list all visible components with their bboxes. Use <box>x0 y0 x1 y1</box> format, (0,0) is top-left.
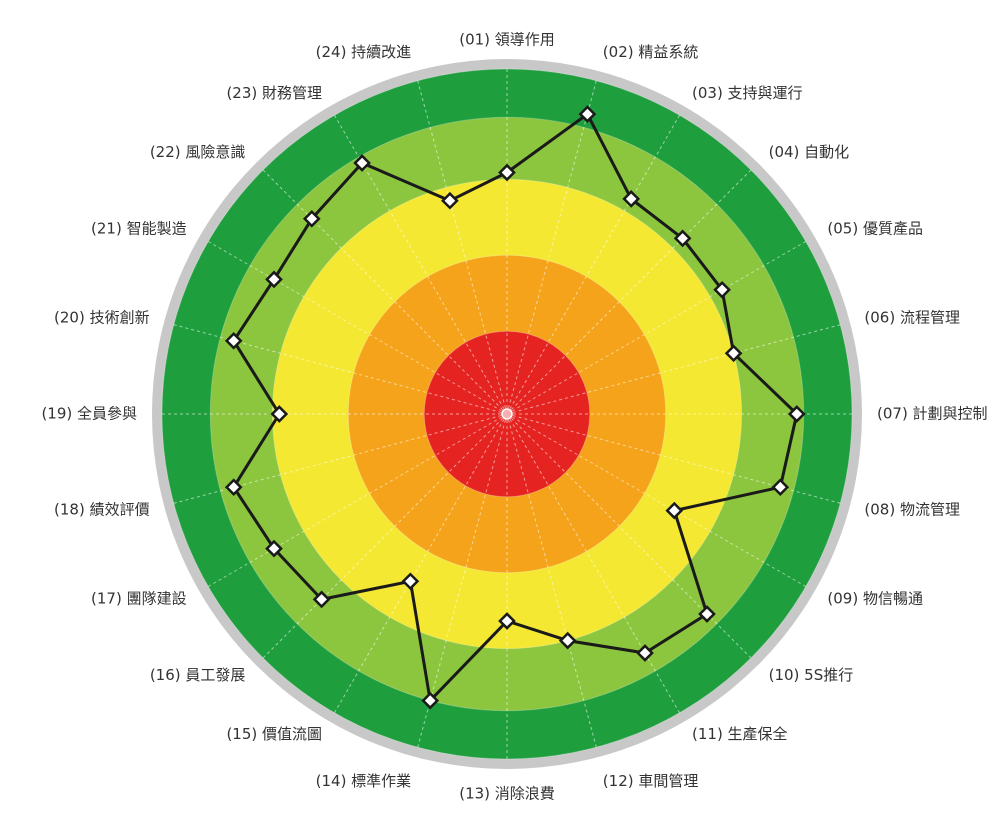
category-label: (03) 支持與運行 <box>692 84 803 102</box>
band-outline <box>423 330 591 498</box>
category-label: (07) 計劃與控制 <box>877 405 988 423</box>
data-point <box>302 209 321 228</box>
data-point <box>578 105 597 123</box>
data-point <box>224 478 243 497</box>
category-label: (23) 財務管理 <box>226 84 322 102</box>
category-label: (09) 物信暢通 <box>827 590 923 608</box>
category-label: (02) 精益系統 <box>603 43 699 61</box>
data-point <box>312 590 331 609</box>
category-label: (16) 員工發展 <box>150 666 246 684</box>
data-point <box>724 344 743 363</box>
data-point <box>441 191 459 210</box>
data-point <box>224 331 243 350</box>
category-label: (14) 標準作業 <box>316 772 412 790</box>
category-label: (12) 車間管理 <box>603 772 699 790</box>
category-label: (19) 全員參與 <box>41 405 137 423</box>
data-point <box>673 229 692 248</box>
data-point <box>558 631 577 650</box>
category-label: (05) 優質產品 <box>827 220 923 238</box>
category-label: (15) 價值流圖 <box>226 725 322 743</box>
band-outline <box>161 68 853 760</box>
center-dot <box>501 408 513 420</box>
category-label: (22) 風險意識 <box>150 143 246 161</box>
category-label: (01) 領導作用 <box>459 31 555 49</box>
data-point <box>787 405 806 423</box>
data-point <box>698 605 716 623</box>
data-point <box>265 539 283 558</box>
band-outline <box>347 254 667 574</box>
category-label: (18) 績效評價 <box>54 500 150 518</box>
data-point <box>713 280 731 299</box>
data-point <box>771 478 790 497</box>
data-point <box>401 572 420 591</box>
data-point <box>265 270 283 289</box>
category-label: (20) 技術創新 <box>54 309 150 327</box>
category-label: (13) 消除浪費 <box>459 785 555 803</box>
category-label: (21) 智能製造 <box>91 220 187 238</box>
score-series <box>224 105 806 710</box>
data-point <box>498 163 516 182</box>
data-point <box>636 644 654 662</box>
data-point <box>622 190 641 208</box>
data-point <box>665 501 684 520</box>
data-point <box>353 154 371 172</box>
category-label: (11) 生產保全 <box>692 725 788 743</box>
category-label: (06) 流程管理 <box>864 309 960 327</box>
category-label: (17) 團隊建設 <box>91 590 187 608</box>
data-point <box>270 405 289 423</box>
category-label: (24) 持續改進 <box>316 43 412 61</box>
data-point <box>498 612 516 630</box>
category-label: (08) 物流管理 <box>864 500 960 518</box>
category-labels: (01) 領導作用 (02) 精益系統 (03) 支持與運行 (04) 自動化 (05)… <box>41 31 987 803</box>
data-point <box>421 691 440 710</box>
category-label: (10) 5S推行 <box>769 666 854 684</box>
category-label: (04) 自動化 <box>769 143 850 161</box>
